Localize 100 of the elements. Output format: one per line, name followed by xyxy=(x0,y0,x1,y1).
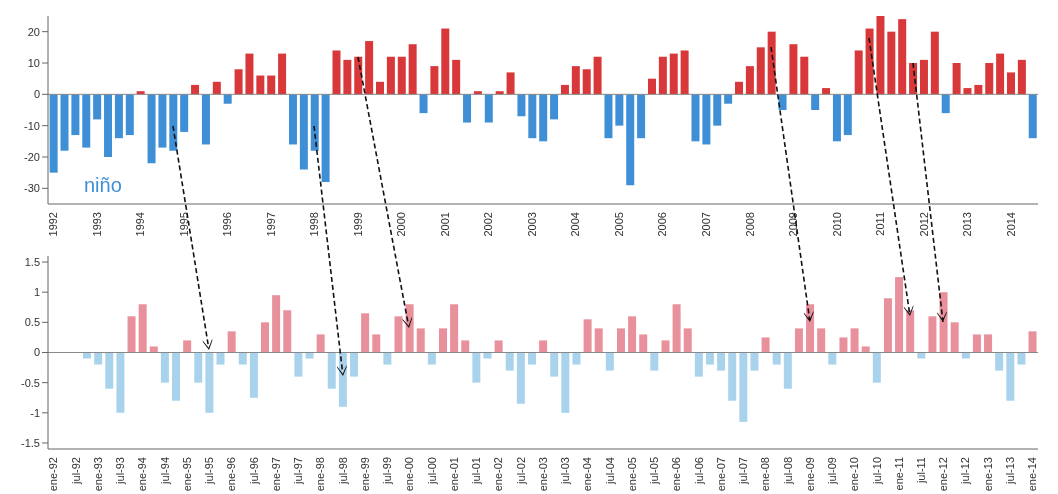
bar xyxy=(205,352,214,413)
bar xyxy=(272,295,281,353)
x-tick-label: jul-07 xyxy=(737,457,750,485)
x-tick-label: ene-14 xyxy=(1026,457,1039,492)
bar xyxy=(149,346,158,353)
bar xyxy=(930,31,939,95)
x-tick-label: ene-11 xyxy=(892,457,905,491)
bar xyxy=(832,94,841,142)
bar xyxy=(127,316,136,353)
bar xyxy=(963,88,972,95)
bar xyxy=(527,352,536,365)
x-tick-label: ene-99 xyxy=(358,457,371,492)
x-tick-label: jul-92 xyxy=(69,457,82,485)
x-tick-label: jul-00 xyxy=(425,457,438,485)
x-tick-label: jul-13 xyxy=(1004,457,1016,485)
bar xyxy=(495,91,504,95)
bar xyxy=(650,352,659,371)
bar xyxy=(750,352,759,371)
bar xyxy=(288,94,297,145)
bar xyxy=(397,56,406,95)
bar xyxy=(639,334,648,353)
x-tick-label: 1997 xyxy=(264,212,277,237)
y-tick-label: 10 xyxy=(27,56,40,69)
bar xyxy=(354,56,363,95)
bar xyxy=(386,56,395,95)
bar xyxy=(772,352,781,365)
x-tick-label: jul-12 xyxy=(959,457,972,485)
bar xyxy=(438,328,447,353)
bar xyxy=(761,337,770,353)
bar xyxy=(528,94,537,139)
x-tick-label: ene-94 xyxy=(136,457,149,492)
bar xyxy=(194,352,203,383)
x-tick-label: 2005 xyxy=(612,212,625,237)
x-tick-label: 1994 xyxy=(134,212,147,237)
bar xyxy=(583,319,592,353)
x-tick-label: 2013 xyxy=(961,212,974,237)
bar xyxy=(939,292,948,353)
x-tick-label: ene-06 xyxy=(670,457,683,492)
bar xyxy=(550,352,559,377)
y-tick-label: 1 xyxy=(33,286,40,299)
bar xyxy=(249,352,258,398)
y-tick-label: -1 xyxy=(30,406,40,419)
bar xyxy=(483,352,492,359)
bar xyxy=(876,16,885,95)
bar xyxy=(767,31,776,95)
bar xyxy=(267,75,276,95)
bar xyxy=(201,94,210,145)
bar xyxy=(305,352,314,359)
bar xyxy=(616,328,625,353)
bar xyxy=(183,340,192,353)
bar xyxy=(343,59,352,95)
bar xyxy=(172,352,181,401)
bar xyxy=(828,352,837,365)
bar xyxy=(974,84,983,95)
bar xyxy=(593,56,602,95)
bar xyxy=(472,352,481,383)
bar xyxy=(605,352,614,371)
bar xyxy=(961,352,970,359)
bar xyxy=(71,94,80,136)
x-tick-label: ene-95 xyxy=(180,457,193,492)
bar xyxy=(60,94,69,151)
bar xyxy=(430,66,439,95)
x-tick-label: jul-11 xyxy=(915,457,928,485)
bar xyxy=(539,94,548,142)
bar xyxy=(817,328,826,353)
bar xyxy=(49,94,58,173)
bar xyxy=(327,352,336,389)
x-tick-label: jul-93 xyxy=(114,457,127,485)
bar xyxy=(560,84,569,95)
x-tick-label: jul-99 xyxy=(381,457,394,485)
x-tick-label: 2009 xyxy=(787,212,800,237)
x-tick-label: 1995 xyxy=(177,212,190,237)
x-tick-label: ene-07 xyxy=(714,457,727,492)
x-tick-label: ene-12 xyxy=(937,457,950,492)
x-tick-label: 2001 xyxy=(438,212,451,237)
x-tick-label: 1993 xyxy=(90,212,103,237)
x-tick-label: jul-09 xyxy=(826,457,839,485)
bar xyxy=(906,310,915,353)
x-tick-label: 1992 xyxy=(47,212,60,237)
x-tick-label: 1999 xyxy=(351,212,364,237)
bar xyxy=(136,91,145,95)
x-tick-label: ene-03 xyxy=(536,457,549,492)
x-tick-label: 2006 xyxy=(656,212,669,237)
bar xyxy=(887,31,896,95)
bar xyxy=(680,50,689,95)
bar xyxy=(626,94,635,186)
bar xyxy=(83,352,92,359)
bar xyxy=(735,81,744,95)
bar xyxy=(245,53,254,95)
bar xyxy=(227,331,236,353)
x-tick-label: 2003 xyxy=(525,212,538,237)
x-tick-label: ene-92 xyxy=(47,457,60,492)
bar xyxy=(473,91,482,95)
x-tick-label: ene-04 xyxy=(581,457,594,492)
bar xyxy=(713,94,722,126)
bar xyxy=(789,44,798,95)
bar xyxy=(917,352,926,359)
bar xyxy=(278,53,287,95)
bar xyxy=(450,304,459,353)
x-tick-label: jul-97 xyxy=(292,457,305,485)
